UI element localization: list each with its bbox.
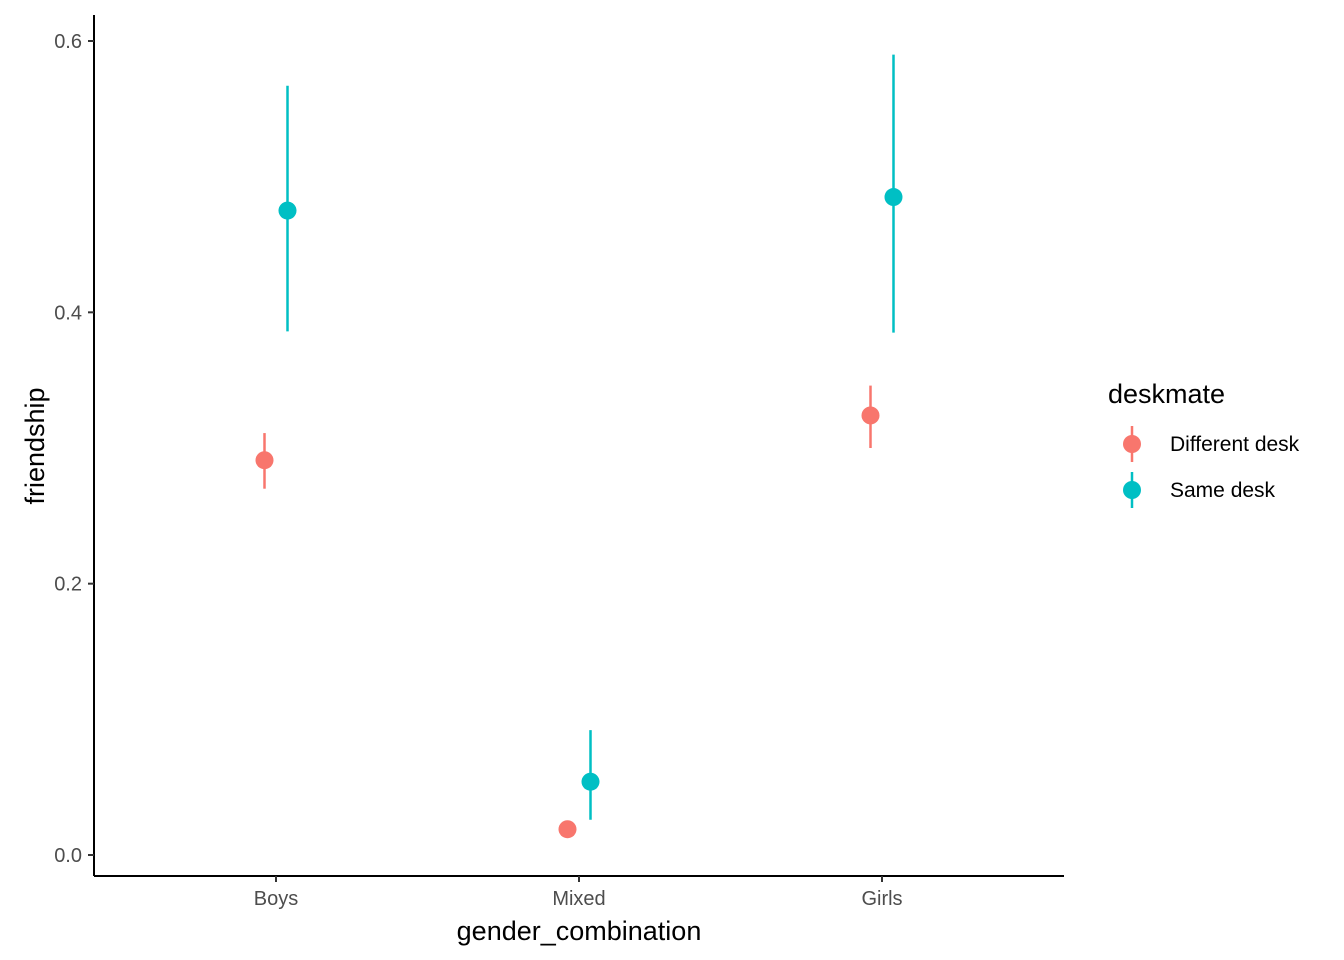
point-different-desk [558,820,577,839]
point-same-desk [278,201,297,220]
point-different-desk [861,406,880,425]
y-tick-label: 0.2 [54,574,82,596]
x-tick-label: Girls [861,888,902,910]
x-axis-title: gender_combination [457,916,702,946]
legend-item-different-desk: Different desk [1123,426,1300,462]
point-different-desk [255,451,274,470]
x-tick-label: Boys [254,888,298,910]
y-tick-label: 0.6 [54,31,82,53]
y-axis-title: friendship [20,387,50,504]
legend-key-point [1123,481,1141,499]
y-tick-label: 0.0 [54,845,82,867]
point-same-desk [884,188,903,207]
legend-key-point [1123,435,1141,453]
legend: deskmate Different desk Same desk [1108,379,1300,508]
y-tick-label: 0.4 [54,302,82,324]
legend-label: Different desk [1170,433,1300,456]
legend-item-same-desk: Same desk [1123,472,1276,508]
point-same-desk [581,772,600,791]
x-tick-label: Mixed [552,888,605,910]
legend-label: Same desk [1170,479,1276,502]
axes: 0.0 0.2 0.4 0.6 Boys Mixed Girls [54,15,1064,910]
legend-title: deskmate [1108,379,1225,409]
x-ticks: Boys Mixed Girls [254,876,903,910]
data-marks [255,54,903,839]
y-ticks: 0.0 0.2 0.4 0.6 [54,31,94,867]
